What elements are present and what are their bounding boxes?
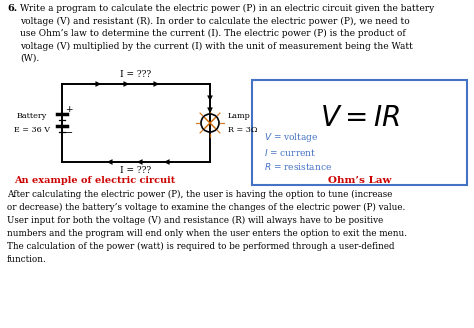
Text: R = 3Ω: R = 3Ω [228,126,257,134]
Text: 6.: 6. [7,4,17,13]
Text: Battery: Battery [17,112,47,120]
Text: E = 36 V: E = 36 V [14,126,50,134]
Text: $\mathit{R}$ = resistance: $\mathit{R}$ = resistance [264,160,332,172]
Text: I = ???: I = ??? [120,166,152,175]
Text: (W).: (W). [20,54,39,63]
Text: voltage (V) and resistant (R). In order to calculate the electric power (P), we : voltage (V) and resistant (R). In order … [20,16,410,26]
Text: Lamp: Lamp [228,112,251,120]
Text: Ohm’s Law: Ohm’s Law [328,176,392,185]
Text: voltage (V) multiplied by the current (I) with the unit of measurement being the: voltage (V) multiplied by the current (I… [20,42,413,51]
Text: Write a program to calculate the electric power (P) in an electric circuit given: Write a program to calculate the electri… [20,4,434,13]
Text: The calculation of the power (watt) is required to be performed through a user-d: The calculation of the power (watt) is r… [7,242,394,251]
Text: $\mathit{I}$ = current: $\mathit{I}$ = current [264,147,316,157]
Text: +: + [65,105,73,113]
Text: numbers and the program will end only when the user enters the option to exit th: numbers and the program will end only wh… [7,229,407,238]
Text: or decrease) the battery’s voltage to examine the changes of the electric power : or decrease) the battery’s voltage to ex… [7,203,405,212]
Text: After calculating the electric power (P), the user is having the option to tune : After calculating the electric power (P)… [7,190,392,199]
Bar [252,80,467,185]
Text: function.: function. [7,255,47,264]
Text: $\mathit{V}$ = voltage: $\mathit{V}$ = voltage [264,132,319,145]
Text: User input for both the voltage (V) and resistance (R) will always have to be po: User input for both the voltage (V) and … [7,216,383,225]
Text: −: − [65,128,73,138]
Text: $\mathit{V} = \mathit{IR}$: $\mathit{V} = \mathit{IR}$ [319,105,400,132]
Text: use Ohm’s law to determine the current (I). The electric power (P) is the produc: use Ohm’s law to determine the current (… [20,29,406,38]
Text: I = ???: I = ??? [120,70,152,79]
Text: An example of electric circuit: An example of electric circuit [14,176,176,185]
